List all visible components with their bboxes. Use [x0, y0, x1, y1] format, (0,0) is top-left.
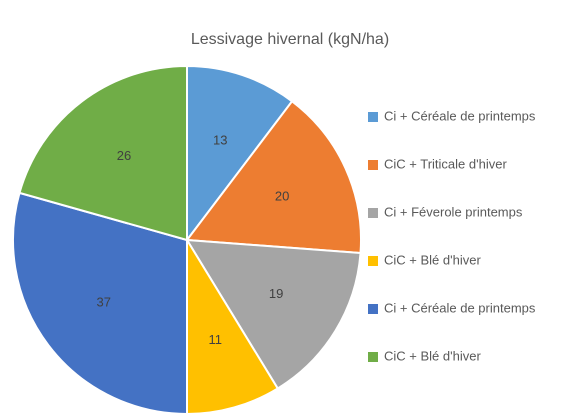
pie-slice [18, 64, 188, 242]
legend-swatch [368, 256, 378, 266]
pie-slice [12, 191, 188, 415]
legend-label: Ci + Céréale de printemps [384, 300, 536, 315]
legend-label: CiC + Triticale d'hiver [384, 156, 507, 171]
pie-slice [186, 236, 280, 415]
legend-swatch [368, 304, 378, 314]
legend-swatch [368, 160, 378, 170]
data-label: 37 [97, 294, 111, 309]
legend-swatch [368, 208, 378, 218]
chart-title: Lessivage hivernal (kgN/ha) [191, 31, 389, 48]
legend-label: CiC + Blé d'hiver [384, 348, 481, 363]
legend-swatch [368, 112, 378, 122]
legend-label: Ci + Féverole printemps [384, 204, 523, 219]
data-label: 13 [213, 132, 227, 147]
pie-slice [185, 99, 362, 255]
legend-label: CiC + Blé d'hiver [384, 252, 481, 267]
data-label: 11 [209, 332, 223, 347]
pie-slice [186, 64, 294, 243]
data-label: 19 [269, 286, 283, 301]
data-label: 26 [117, 148, 131, 163]
pie-slice [185, 238, 362, 390]
legend-swatch [368, 352, 378, 362]
legend-label: Ci + Céréale de printemps [384, 108, 536, 123]
data-label: 20 [275, 188, 289, 203]
